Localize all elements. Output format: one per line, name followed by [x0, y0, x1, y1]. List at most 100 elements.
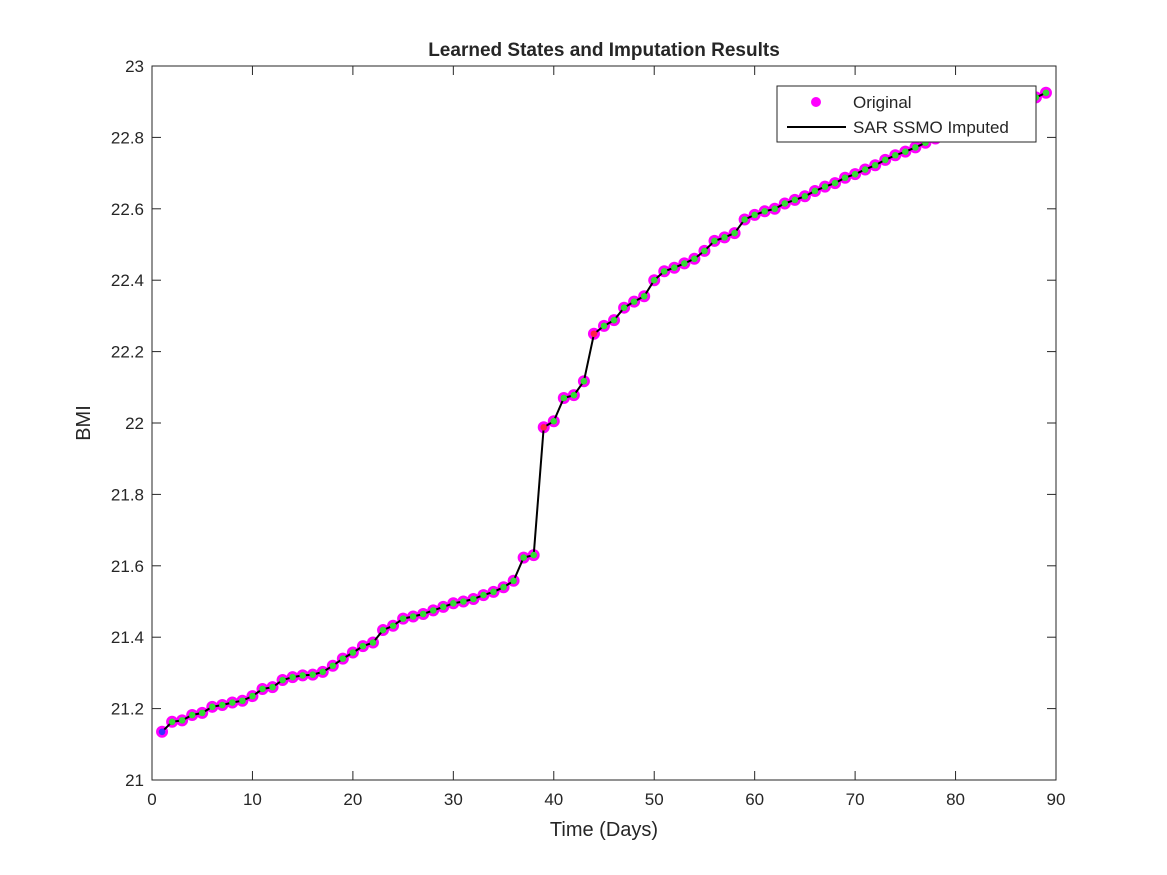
state-point-green [208, 703, 216, 711]
state-point-green [681, 260, 688, 267]
legend-original-label: Original [853, 93, 912, 112]
x-tick-label: 50 [645, 790, 664, 809]
state-point-green [419, 610, 427, 618]
legend-imputed-label: SAR SSMO Imputed [853, 118, 1009, 137]
state-point-green [660, 267, 668, 275]
state-point-green [219, 701, 226, 709]
state-point-green [369, 639, 377, 646]
state-point-green [379, 626, 387, 634]
state-point-green [821, 183, 829, 190]
state-point-green [349, 649, 357, 656]
state-point-green [289, 673, 296, 681]
state-point-green [299, 672, 306, 679]
state-point-green [751, 211, 758, 219]
y-tick-label: 22.4 [111, 271, 144, 290]
state-point-green [731, 229, 738, 237]
state-point-green [259, 685, 266, 693]
plot-area [152, 66, 1056, 780]
state-point-green [249, 692, 256, 700]
x-tick-label: 20 [343, 790, 362, 809]
x-tick-label: 80 [946, 790, 965, 809]
state-point-green [721, 234, 728, 241]
state-point-green [771, 205, 779, 213]
x-tick-label: 90 [1047, 790, 1066, 809]
state-point-green [600, 322, 608, 330]
state-point-green [198, 709, 206, 717]
y-tick-label: 21 [125, 771, 144, 790]
state-point-red [540, 423, 548, 431]
state-point-green [701, 247, 708, 255]
state-point-green [1042, 89, 1050, 97]
state-point-green [580, 377, 588, 385]
state-point-green [450, 599, 457, 607]
state-point-green [229, 699, 236, 706]
state-point-green [239, 697, 246, 705]
state-point-green [439, 603, 447, 611]
state-point-green [309, 671, 317, 678]
state-point-green [470, 595, 477, 603]
x-tick-label: 0 [147, 790, 156, 809]
state-point-green [178, 717, 186, 724]
state-point-green [902, 148, 909, 155]
state-point-green [409, 613, 417, 620]
legend-box [776, 85, 1037, 143]
state-point-green [399, 615, 407, 622]
y-axis-label: BMI [73, 405, 95, 441]
state-point-green [851, 170, 859, 178]
state-point-green [570, 391, 578, 399]
state-point-green [871, 161, 879, 169]
x-tick-label: 40 [544, 790, 563, 809]
y-tick-label: 22.8 [111, 128, 144, 147]
state-point-green [711, 237, 718, 245]
state-point-green [831, 179, 839, 187]
state-point-blue [158, 728, 166, 736]
state-point-green [339, 655, 347, 662]
state-point-green [912, 144, 919, 151]
y-tick-label: 22 [125, 414, 144, 433]
state-point-green [188, 711, 196, 719]
state-point-green [691, 255, 698, 263]
chart-title: Learned States and Imputation Results [428, 40, 780, 61]
state-point-green [741, 216, 748, 223]
y-tick-label: 21.8 [111, 485, 144, 504]
state-point-green [510, 577, 517, 585]
state-point-green [781, 200, 789, 207]
state-point-green [269, 683, 276, 691]
state-point-green [811, 187, 819, 195]
y-tick-label: 22.6 [111, 200, 144, 219]
state-point-green [329, 662, 337, 670]
state-point-green [630, 298, 638, 305]
x-tick-label: 60 [745, 790, 764, 809]
state-point-green [560, 394, 568, 402]
state-point-green [841, 174, 849, 182]
state-point-green [490, 588, 497, 596]
state-point-green [640, 292, 648, 300]
state-point-green [520, 554, 527, 561]
y-tick-label: 22.2 [111, 343, 144, 362]
state-point-green [891, 151, 899, 159]
y-tick-label: 23 [125, 57, 144, 76]
state-point-green [801, 193, 809, 200]
state-point-green [650, 276, 658, 284]
state-point-green [429, 607, 437, 614]
y-tick-label: 21.6 [111, 557, 144, 576]
legend: Original SAR SSMO Imputed [776, 85, 1037, 143]
state-point-green [550, 417, 558, 425]
state-point-green [671, 264, 678, 272]
state-point-green [279, 676, 286, 684]
x-axis-label: Time (Days) [550, 819, 658, 841]
state-point-green [610, 316, 618, 324]
x-tick-label: 30 [444, 790, 463, 809]
state-point-green [460, 598, 467, 605]
y-tick-label: 21.2 [111, 700, 144, 719]
state-point-green [319, 668, 327, 676]
state-point-green [791, 196, 799, 204]
state-point-green [480, 591, 487, 599]
state-point-green [500, 583, 507, 591]
y-tick-label: 21.4 [111, 628, 144, 647]
x-tick-label: 70 [846, 790, 865, 809]
state-point-green [530, 551, 537, 559]
legend-original-marker [811, 97, 821, 107]
state-point-green [620, 304, 628, 311]
